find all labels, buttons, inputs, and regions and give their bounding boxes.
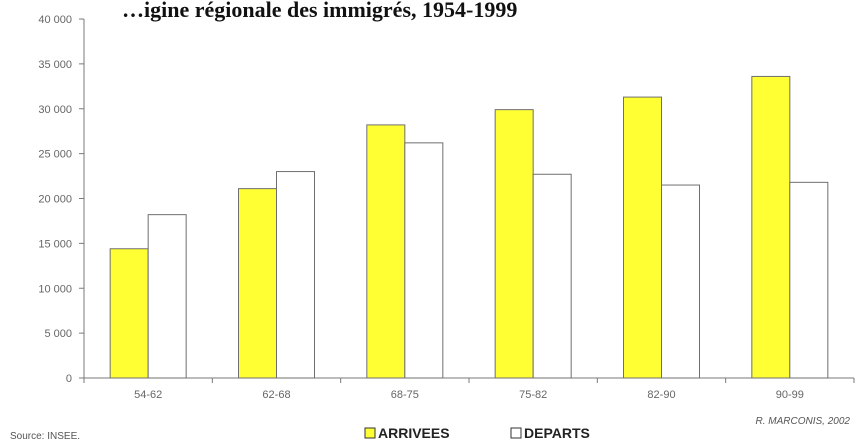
legend-swatch-arrivees — [364, 427, 376, 439]
y-tick-label: 0 — [66, 373, 72, 385]
y-tick-label: 10 000 — [38, 283, 72, 295]
source-text: Source: INSEE. — [10, 431, 80, 442]
bar-departs-62-68 — [276, 171, 315, 379]
y-axis — [79, 18, 85, 379]
chart-title: …igine régionale des immigrés, 1954-1999 — [122, 0, 517, 22]
y-tick-labels: 0 5 000 10 000 15 000 20 000 25 000 30 000 35 0… — [38, 14, 72, 385]
x-tick-label: 75-82 — [519, 389, 547, 401]
bar-arrivees-68-75 — [366, 124, 406, 379]
bar-arrivees-75-82 — [494, 109, 534, 379]
y-tick-label: 20 000 — [38, 194, 72, 206]
bar-departs-82-90 — [661, 184, 700, 379]
y-tick-label: 25 000 — [38, 149, 72, 161]
y-tick-label: 5 000 — [44, 328, 72, 340]
y-tick-label: 40 000 — [38, 14, 72, 26]
legend-swatch-departs — [510, 427, 522, 439]
credit-text: R. MARCONIS, 2002 — [756, 416, 851, 427]
bar-departs-90-99 — [789, 181, 829, 379]
x-tick-labels: 54-62 62-68 68-75 75-82 82-90 90-99 — [134, 389, 804, 401]
bar-departs-68-75 — [404, 142, 444, 379]
bar-arrivees-90-99 — [751, 75, 791, 379]
bars — [109, 75, 829, 379]
x-tick-label: 82-90 — [647, 389, 675, 401]
bar-arrivees-62-68 — [238, 188, 277, 379]
x-tick-label: 54-62 — [134, 389, 162, 401]
legend: ARRIVEES DEPARTS — [364, 425, 590, 441]
bar-arrivees-54-62 — [109, 248, 149, 379]
y-tick-label: 15 000 — [38, 238, 72, 250]
x-tick-label: 90-99 — [776, 389, 804, 401]
x-tick-label: 62-68 — [262, 389, 290, 401]
x-axis — [83, 377, 855, 383]
bar-departs-54-62 — [147, 214, 187, 379]
y-tick-label: 30 000 — [38, 104, 72, 116]
y-tick-label: 35 000 — [38, 59, 72, 71]
legend-label-departs: DEPARTS — [524, 425, 590, 441]
bar-arrivees-82-90 — [623, 96, 662, 379]
x-tick-label: 68-75 — [391, 389, 419, 401]
legend-label-arrivees: ARRIVEES — [378, 425, 450, 441]
bar-departs-75-82 — [532, 173, 572, 379]
